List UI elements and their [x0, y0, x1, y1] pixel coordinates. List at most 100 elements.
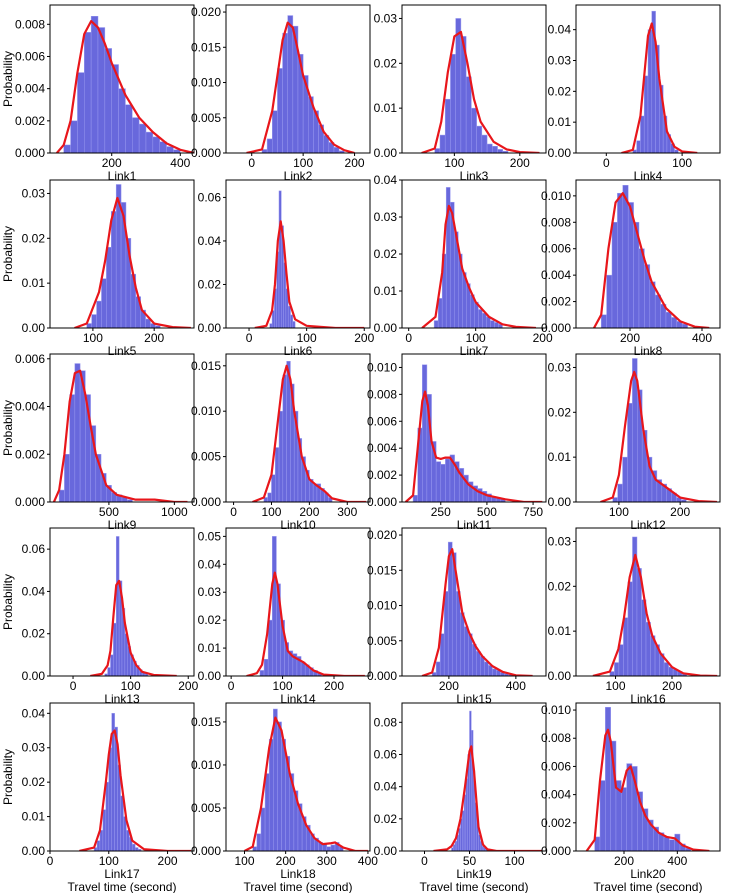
bar [260, 807, 266, 851]
bar [481, 134, 488, 153]
y-tick-label: 0.04 [374, 780, 398, 794]
x-axis-label: Travel time (second) [68, 880, 177, 893]
y-tick-label: 0.01 [548, 624, 572, 638]
x-tick-label: 100 [261, 505, 281, 519]
y-tick-label: 0.004 [541, 788, 571, 802]
y-axis-label: Probability [1, 749, 15, 805]
bar [126, 830, 130, 851]
y-tick-label: 0.004 [541, 268, 571, 282]
plot-area [421, 18, 540, 153]
bar [278, 410, 284, 502]
y-axis-label: Probability [1, 574, 15, 630]
y-tick-label: 0.000 [367, 495, 397, 509]
subplot: 200 400 0.000 0.002 0.004 0.006 0.008 Link1 Prob… [1, 4, 195, 183]
y-tick-label: 0.010 [367, 360, 397, 374]
subplot-title: Link12 [630, 518, 666, 532]
x-tick-label: 100 [466, 331, 486, 345]
bar [152, 136, 160, 153]
axes-frame [401, 4, 547, 154]
bar [478, 309, 483, 328]
bar [69, 394, 76, 502]
density-curve [421, 204, 537, 328]
y-tick-label: 0.002 [541, 816, 571, 830]
y-tick-label: 0.00 [374, 321, 398, 335]
bar [654, 294, 661, 328]
bar [453, 844, 456, 851]
x-tick-label: 500 [99, 505, 119, 519]
y-tick-label: 0.015 [191, 359, 221, 373]
density-curve [52, 369, 188, 502]
bar [264, 773, 270, 851]
subplot-title: Link20 [630, 867, 666, 881]
subplot-title: Link10 [280, 518, 316, 532]
y-tick-label: 0.020 [191, 5, 221, 19]
y-tick-label: 0.006 [541, 242, 571, 256]
y-tick-label: 0.03 [198, 585, 222, 599]
x-tick-label: 100 [99, 854, 119, 868]
bar [77, 72, 85, 153]
y-tick-label: 0.03 [548, 534, 572, 548]
bar [665, 311, 672, 328]
bar [58, 489, 65, 502]
bar [439, 633, 445, 676]
y-tick-label: 0.006 [15, 352, 45, 366]
axes-frame [49, 702, 195, 852]
y-tick-label: 0.010 [367, 599, 397, 613]
bar [674, 149, 679, 153]
bar [617, 483, 623, 502]
axes-frame [575, 527, 721, 677]
bar [266, 138, 273, 153]
y-tick-label: 0.04 [198, 234, 222, 248]
x-tick-label: 400 [358, 854, 378, 868]
y-tick-label: 0.00 [548, 669, 572, 683]
x-tick-label: 0 [603, 156, 610, 170]
y-tick-label: 0.000 [541, 321, 571, 335]
density-curve [56, 19, 194, 153]
plot-area [244, 708, 368, 851]
x-tick-label: 200 [533, 331, 553, 345]
bar [271, 310, 275, 328]
bar [622, 456, 628, 502]
y-tick-label: 0.03 [548, 360, 572, 374]
x-axis-label: Travel time (second) [594, 880, 703, 893]
y-tick-label: 0.02 [198, 613, 222, 627]
x-tick-label: 400 [506, 679, 526, 693]
subplot: 0 100 200 0.000 0.005 0.010 0.015 0.020 Link2 [191, 4, 371, 183]
bar [91, 314, 97, 328]
y-tick-label: 0.002 [541, 295, 571, 309]
bar [84, 32, 92, 153]
x-tick-label: 100 [293, 156, 313, 170]
subplot: 100 200 0.00 0.01 0.02 0.03 Link3 [374, 4, 547, 183]
bar [440, 464, 446, 502]
axes-frame [575, 353, 721, 503]
y-tick-label: 0.005 [191, 801, 221, 815]
density-curve [593, 192, 710, 328]
density-curve [79, 729, 192, 851]
axes-frame [225, 4, 371, 154]
subplot: 250 500 750 0.000 0.002 0.004 0.006 0.008 0.010 L… [367, 353, 547, 532]
y-axis-label: Probability [1, 51, 15, 107]
bar [125, 104, 133, 153]
bar [462, 810, 465, 851]
axes-frame [49, 179, 195, 329]
bar [268, 738, 274, 851]
plot-area [421, 187, 537, 328]
plot-area [246, 536, 365, 676]
x-tick-label: 100 [609, 505, 629, 519]
bar [104, 48, 112, 153]
plot-area [433, 710, 542, 851]
bar [132, 843, 136, 851]
y-tick-label: 0.08 [374, 715, 398, 729]
axes-frame [575, 702, 721, 852]
bar [287, 15, 294, 153]
bar [282, 374, 287, 502]
bar [102, 809, 107, 851]
subplot-title: Link6 [284, 344, 313, 358]
bar [256, 833, 262, 851]
subplot: 0 100 200 0.00 0.01 0.02 0.03 0.04 Link17Travel … [1, 702, 195, 893]
density-curve [421, 548, 533, 676]
x-tick-label: 0 [248, 156, 255, 170]
subplot: 0 100 200 0.00 0.02 0.04 0.06 Link6 [198, 179, 375, 358]
bar [623, 617, 629, 676]
bar [638, 248, 645, 328]
